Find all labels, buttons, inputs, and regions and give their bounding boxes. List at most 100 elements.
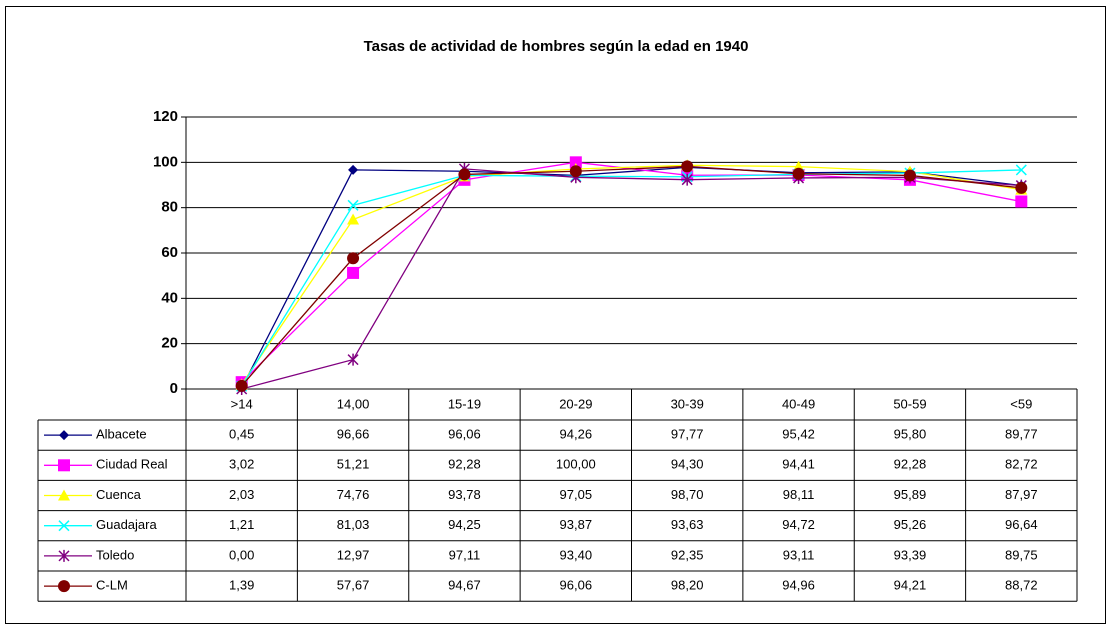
series-line [241,164,1022,385]
table-value: 100,00 [556,457,596,472]
marker [347,252,360,265]
table-value: 92,35 [671,547,704,562]
table-value: 87,97 [1005,487,1038,502]
series-line [241,166,1022,389]
x-tick-label: 14,00 [337,396,370,411]
marker [347,199,359,211]
legend-marker [58,459,70,472]
table-value: 95,26 [894,517,927,532]
table-value: 94,26 [560,427,593,442]
legend-marker [58,580,70,593]
marker [235,379,248,392]
legend-label: C-LM [96,578,128,593]
series-line [241,168,1022,390]
x-tick-label: <59 [1010,396,1032,411]
x-tick-label: 20-29 [559,396,592,411]
series-line [241,169,1022,387]
table-value: 95,80 [894,427,927,442]
y-tick-label: 60 [161,244,178,261]
table-value: 2,03 [229,487,254,502]
legend-marker [59,430,69,441]
y-tick-label: 100 [153,153,178,170]
marker [569,165,582,178]
marker [569,156,582,169]
marker [792,167,805,180]
legend-label: Albacete [96,427,147,442]
table-value: 1,21 [229,517,254,532]
marker [1015,164,1027,176]
table-value: 95,89 [894,487,927,502]
x-tick-label: 40-49 [782,396,815,411]
legend-label: Ciudad Real [96,457,168,472]
table-value: 94,25 [448,517,481,532]
table-value: 74,76 [337,487,370,502]
marker [347,213,360,225]
table-value: 93,63 [671,517,704,532]
table-value: 3,02 [229,457,254,472]
marker [347,353,359,366]
table-value: 96,64 [1005,517,1038,532]
table-value: 0,45 [229,427,254,442]
table-value: 98,11 [783,487,815,502]
marker [903,169,916,182]
table-value: 93,39 [894,547,927,562]
table-value: 94,96 [782,578,815,593]
marker [347,266,360,279]
table-value: 97,11 [449,547,481,562]
table-value: 12,97 [337,547,370,562]
table-value: 96,06 [560,578,593,593]
marker [348,164,359,175]
table-value: 57,67 [337,578,370,593]
table-value: 97,05 [560,487,593,502]
table-value: 93,40 [560,547,593,562]
table-value: 98,20 [671,578,704,593]
table-value: 51,21 [337,457,370,472]
legend-label: Guadajara [96,517,157,532]
table-value: 82,72 [1005,457,1038,472]
table-value: 93,87 [560,517,593,532]
table-value: 94,72 [782,517,815,532]
table-value: 95,42 [782,427,815,442]
chart-title: Tasas de actividad de hombres según la e… [364,38,749,55]
table-value: 96,06 [448,427,481,442]
table-value: 1,39 [229,578,254,593]
x-tick-label: 50-59 [893,396,926,411]
table-value: 89,75 [1005,547,1038,562]
table-value: 93,78 [448,487,481,502]
x-tick-label: 30-39 [671,396,704,411]
table-value: 89,77 [1005,427,1038,442]
table-value: 81,03 [337,517,370,532]
legend-label: Toledo [96,547,134,562]
x-tick-label: 15-19 [448,396,481,411]
table-value: 97,77 [671,427,704,442]
marker [681,173,693,186]
table-value: 92,28 [894,457,927,472]
y-tick-label: 20 [161,335,178,352]
legend-marker [58,520,70,532]
y-tick-label: 120 [153,108,178,125]
legend-marker [58,489,70,501]
table-value: 96,66 [337,427,370,442]
y-tick-label: 0 [170,380,178,397]
y-tick-label: 80 [161,199,178,216]
legend-marker [58,549,70,562]
series [235,160,1028,392]
x-tick-label: >14 [231,396,253,411]
marker [458,168,471,181]
table-value: 94,67 [448,578,481,593]
table-value: 0,00 [229,547,254,562]
table-value: 94,21 [894,578,927,593]
marker [1015,181,1028,194]
table-value: 88,72 [1005,578,1038,593]
chart-border [5,6,1106,624]
y-tick-label: 40 [161,289,178,306]
table-value: 92,28 [448,457,481,472]
series-line [241,165,1022,387]
marker [681,160,694,173]
legend-label: Cuenca [96,487,142,502]
table-value: 94,41 [782,457,815,472]
table-value: 93,11 [783,547,815,562]
table-value: 94,30 [671,457,704,472]
marker [1015,195,1028,208]
